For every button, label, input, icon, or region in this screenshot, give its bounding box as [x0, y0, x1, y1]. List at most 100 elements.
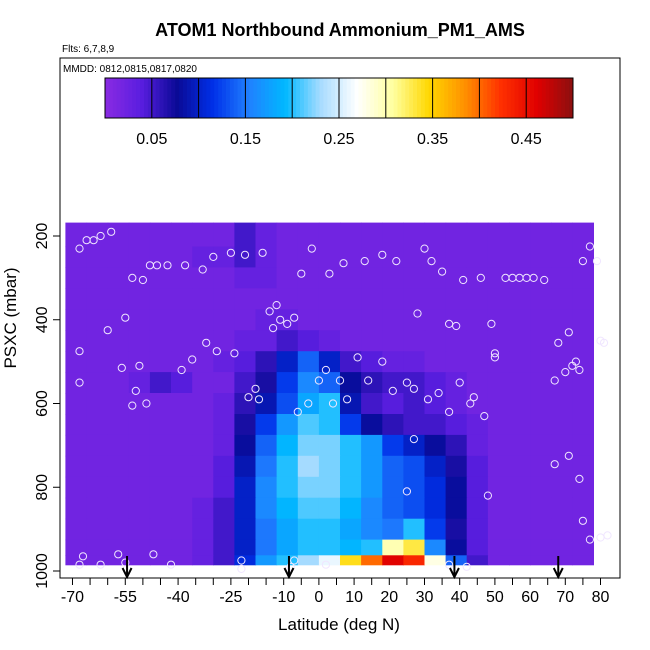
heatmap-cell: [234, 539, 257, 556]
heatmap-cell: [213, 476, 235, 499]
colorbar-swatch: [108, 78, 114, 118]
heatmap-cell: [340, 455, 362, 478]
heatmap-cell: [149, 393, 172, 415]
heatmap-cell: [382, 246, 404, 268]
heatmap-cell: [149, 267, 172, 289]
heatmap-cell: [530, 309, 552, 331]
colorbar-frame: [104, 77, 574, 119]
colorbar-swatch: [463, 78, 469, 118]
heatmap-cell: [297, 476, 320, 499]
colorbar-swatch: [534, 78, 539, 118]
colorbar-swatch: [120, 78, 125, 118]
heatmap-cell: [171, 288, 193, 310]
sample-point: [585, 535, 595, 544]
sample-point: [540, 275, 549, 285]
heatmap-cell: [171, 476, 193, 499]
colorbar-swatch: [475, 78, 480, 118]
heatmap-cell: [340, 372, 362, 394]
heatmap-cell: [487, 539, 510, 556]
heatmap-cell: [487, 288, 510, 310]
heatmap-cell: [403, 222, 426, 248]
sample-point: [554, 338, 563, 347]
colorbar-swatch: [105, 78, 110, 118]
colorbar-swatch: [413, 78, 418, 118]
sample-point: [353, 353, 362, 362]
y-tick-label: 600: [34, 390, 51, 417]
sample-point: [378, 357, 387, 366]
heatmap-cell: [86, 351, 109, 373]
heatmap-cell: [213, 330, 235, 352]
heatmap-cell: [361, 518, 383, 541]
heatmap-cell: [192, 539, 214, 556]
heatmap-cell: [276, 288, 299, 310]
sample-point: [117, 363, 126, 372]
heatmap-cell: [234, 518, 257, 541]
sample-point: [258, 248, 267, 257]
heatmap-cell: [297, 555, 320, 566]
heatmap-cell: [424, 539, 447, 556]
colorbar-swatch: [272, 78, 278, 118]
heatmap-cell: [107, 351, 130, 373]
colorbar-swatch: [140, 78, 145, 118]
heatmap-cell: [65, 309, 88, 331]
heatmap-cell: [213, 372, 235, 394]
colorbar-swatch: [307, 78, 313, 118]
heatmap-cell: [403, 372, 426, 394]
heatmap-cell: [276, 555, 299, 566]
flight-marker-arrowhead: [552, 567, 564, 580]
colorbar-swatch: [339, 78, 344, 118]
heatmap-cell: [255, 222, 278, 248]
heatmap-cell: [509, 518, 531, 541]
heatmap-cell: [382, 497, 404, 520]
sample-point: [283, 319, 292, 328]
colorbar-swatch: [428, 78, 434, 118]
x-axis: -70 -55 -40 -25 -10 0 10 20 30 40 50 60 70 80: [61, 577, 610, 606]
heatmap-cell: [445, 555, 468, 566]
heatmap-cell: [213, 455, 235, 478]
colorbar-swatch: [292, 78, 297, 118]
heatmap-cell: [107, 330, 130, 352]
sample-point: [107, 227, 116, 236]
colorbar-swatch: [436, 78, 441, 118]
heatmap-cell: [213, 246, 235, 268]
heatmap-cell: [149, 330, 172, 352]
heatmap-cell: [445, 309, 468, 331]
heatmap-cell: [213, 414, 235, 436]
heatmap-cell: [509, 539, 531, 556]
heatmap-cell: [340, 330, 362, 352]
colorbar-swatch: [186, 78, 192, 118]
sample-point: [438, 267, 447, 276]
heatmap-cell: [403, 414, 426, 436]
heatmap-cell: [234, 309, 257, 331]
heatmap-cell: [361, 267, 383, 289]
sample-point: [128, 401, 137, 410]
heatmap-cell: [192, 393, 214, 415]
heatmap-cell: [487, 476, 510, 499]
heatmap-cell: [107, 455, 130, 478]
colorbar-swatch: [249, 78, 254, 118]
heatmap-cell: [297, 222, 320, 248]
colorbar-swatch: [374, 78, 379, 118]
y-axis-label: PSXC (mbar): [1, 267, 20, 368]
sample-point: [578, 257, 588, 266]
heatmap-cell: [509, 434, 531, 457]
x-tick-label: -55: [114, 589, 137, 606]
heatmap-cell: [445, 267, 468, 289]
heatmap-cell: [171, 539, 193, 556]
heatmap-cell: [509, 330, 531, 352]
heatmap-cell: [509, 222, 531, 248]
sample-point: [244, 393, 253, 402]
heatmap-cell: [318, 351, 341, 373]
heatmap-cell: [86, 414, 109, 436]
heatmap-cell: [572, 288, 594, 310]
heatmap-cell: [572, 222, 594, 248]
heatmap-cell: [255, 476, 278, 499]
colorbar-swatch: [214, 78, 219, 118]
colorbar-swatch: [237, 78, 242, 118]
colorbar-swatch: [537, 78, 543, 118]
sample-point: [96, 231, 105, 241]
sample-point: [276, 315, 285, 324]
heatmap-cell: [318, 288, 341, 310]
heatmap-cell: [361, 414, 383, 436]
colorbar-swatch: [233, 78, 239, 118]
